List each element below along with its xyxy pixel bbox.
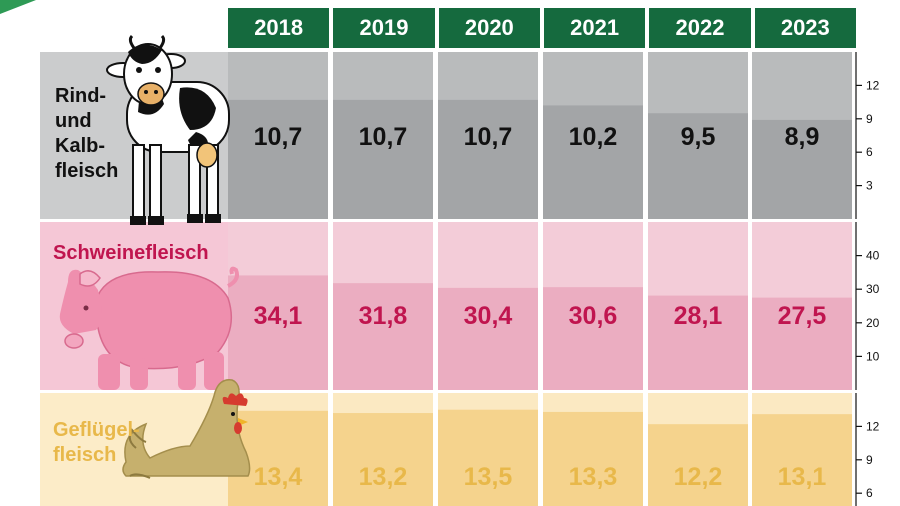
bar-2020 [438, 287, 538, 390]
value-label-2019: 13,2 [359, 463, 408, 491]
y-tick-label: 6 [866, 486, 873, 500]
value-label-2020: 10,7 [464, 123, 513, 151]
y-tick-label: 30 [866, 282, 880, 296]
year-header-2020: 2020 [438, 8, 540, 48]
label-line: und [55, 110, 92, 132]
chicken-icon [122, 379, 251, 479]
value-label-2018: 13,4 [254, 463, 303, 491]
bar-2023 [752, 297, 852, 390]
pig-icon [59, 266, 239, 390]
year-header-row: 2018 2019 2020 2021 2022 2023 [228, 8, 856, 48]
value-label-2021: 30,6 [569, 302, 618, 330]
value-label-2023: 27,5 [778, 302, 827, 330]
label-line: fleisch [55, 160, 119, 182]
year-header-2023: 2023 [754, 8, 856, 48]
value-label-2022: 9,5 [681, 123, 716, 151]
value-label-2021: 13,3 [569, 463, 618, 491]
bar-2018 [228, 275, 328, 390]
y-tick-label: 6 [866, 145, 873, 159]
bar-2023 [752, 414, 852, 506]
bar-2019 [333, 283, 433, 390]
corner-accent [0, 0, 36, 14]
value-label-2021: 10,2 [569, 123, 618, 151]
bar-2021 [543, 411, 643, 506]
bar-2019 [333, 413, 433, 506]
year-header-2018: 2018 [228, 8, 330, 48]
label-schweinefleisch: Schweinefleisch [53, 241, 209, 266]
label-gefluegelfleisch: Geflügel- fleisch [53, 418, 140, 468]
bar-2018 [228, 99, 328, 219]
y-tick-label: 9 [866, 453, 873, 467]
value-label-2020: 13,5 [464, 463, 513, 491]
label-line: Rind- [55, 85, 107, 107]
value-label-2019: 10,7 [359, 123, 408, 151]
bar-2021 [543, 105, 643, 219]
cow-icon [106, 34, 230, 225]
bar-2022 [648, 295, 748, 390]
value-label-2022: 12,2 [674, 463, 723, 491]
year-header-2019: 2019 [333, 8, 435, 48]
label-rind-und-kalbfleisch: Rind- und Kalb- fleisch [55, 84, 118, 184]
bar-2020 [438, 409, 538, 506]
y-tick-label: 10 [866, 349, 880, 363]
bar-2022 [648, 424, 748, 506]
bar-2023 [752, 119, 852, 219]
y-tick-label: 9 [866, 112, 873, 126]
value-label-2018: 10,7 [254, 123, 303, 151]
y-tick-label: 12 [866, 78, 880, 92]
label-line: Kalb- [55, 135, 105, 157]
value-label-2019: 31,8 [359, 302, 408, 330]
y-tick-label: 40 [866, 249, 880, 263]
bar-2022 [648, 113, 748, 219]
y-tick-label: 20 [866, 316, 880, 330]
value-label-2020: 30,4 [464, 302, 513, 330]
bar-2021 [543, 287, 643, 390]
value-label-2022: 28,1 [674, 302, 723, 330]
value-label-2023: 13,1 [778, 463, 827, 491]
label-line: Geflügel- [53, 419, 140, 441]
year-header-2022: 2022 [649, 8, 751, 48]
value-label-2023: 8,9 [785, 123, 820, 151]
label-line: Schweinefleisch [53, 242, 209, 264]
bar-2019 [333, 99, 433, 219]
bar-2020 [438, 99, 538, 219]
label-line: fleisch [53, 444, 117, 466]
value-label-2018: 34,1 [254, 302, 303, 330]
year-header-2021: 2021 [543, 8, 646, 48]
y-tick-label: 12 [866, 419, 880, 433]
y-tick-label: 3 [866, 179, 873, 193]
